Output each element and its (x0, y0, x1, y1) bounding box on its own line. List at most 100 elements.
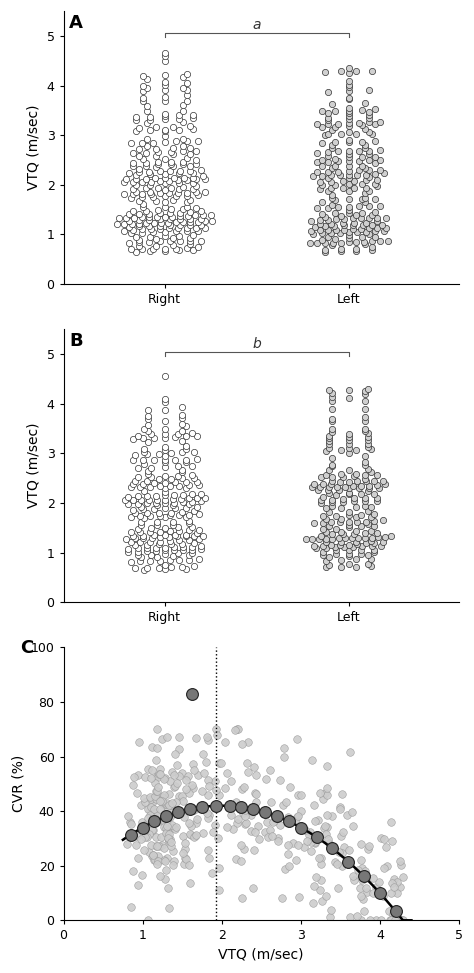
Point (294, 838, 301, 853)
Point (143, 488, 150, 504)
Point (175, 730, 182, 745)
Point (329, 234, 337, 250)
Point (150, 527, 158, 543)
Point (190, 169, 197, 185)
Point (170, 820, 177, 836)
Point (191, 535, 198, 551)
Point (190, 111, 197, 126)
Point (166, 774, 173, 789)
Point (358, 205, 365, 221)
Point (387, 885, 394, 901)
Point (187, 818, 195, 834)
Point (150, 225, 157, 240)
Point (204, 733, 212, 748)
Point (309, 480, 316, 495)
Point (144, 761, 152, 776)
Point (397, 857, 404, 873)
Point (186, 192, 194, 207)
Point (201, 213, 209, 229)
Point (345, 382, 352, 398)
Point (167, 839, 175, 854)
Point (169, 119, 177, 134)
Point (241, 803, 248, 818)
Point (197, 203, 205, 219)
Point (195, 223, 202, 238)
Point (365, 432, 372, 448)
Point (134, 547, 141, 562)
Point (278, 890, 286, 906)
Point (168, 817, 175, 833)
Point (182, 418, 190, 434)
Point (146, 209, 153, 225)
Point (352, 523, 360, 539)
Point (268, 828, 276, 844)
Point (131, 530, 139, 546)
Point (264, 830, 272, 846)
Point (120, 223, 128, 238)
Point (131, 560, 139, 576)
Point (240, 779, 248, 795)
Point (153, 856, 161, 872)
Point (161, 540, 168, 556)
Point (130, 769, 137, 784)
Point (328, 122, 336, 137)
Point (183, 82, 191, 97)
Point (349, 222, 356, 237)
Point (161, 810, 169, 825)
Point (337, 553, 345, 568)
Point (204, 843, 212, 858)
Point (186, 235, 194, 251)
Point (341, 530, 349, 546)
Point (229, 821, 237, 837)
Point (143, 541, 150, 557)
Point (161, 46, 168, 61)
Point (327, 167, 335, 183)
Point (183, 88, 191, 103)
Point (175, 741, 182, 757)
Point (388, 875, 396, 890)
Point (130, 203, 137, 219)
Point (324, 144, 332, 160)
Point (251, 785, 258, 801)
Point (358, 861, 365, 877)
Point (187, 826, 194, 842)
Point (150, 135, 157, 151)
Point (134, 785, 141, 801)
Point (390, 871, 398, 886)
Point (160, 772, 167, 787)
Point (130, 181, 137, 197)
Point (146, 479, 154, 494)
Point (161, 243, 168, 259)
Point (380, 832, 388, 847)
Point (244, 734, 251, 749)
Point (302, 531, 310, 547)
Point (134, 495, 141, 511)
Point (212, 722, 219, 738)
Point (138, 190, 146, 205)
Point (325, 518, 333, 533)
Point (156, 762, 164, 777)
Point (208, 866, 215, 882)
Point (371, 149, 379, 164)
Point (190, 227, 197, 242)
Point (319, 178, 326, 194)
Point (361, 420, 368, 436)
Point (370, 885, 377, 901)
Point (358, 117, 365, 132)
Point (362, 474, 369, 489)
Point (161, 224, 168, 239)
Point (368, 234, 376, 249)
Point (193, 525, 201, 541)
Point (169, 548, 176, 563)
Point (198, 783, 205, 799)
Point (231, 723, 239, 739)
Point (188, 486, 196, 502)
Point (186, 118, 194, 133)
Point (197, 217, 205, 233)
Point (166, 523, 173, 539)
Point (197, 486, 205, 502)
Point (161, 189, 168, 204)
Point (361, 401, 368, 416)
Point (125, 489, 132, 505)
Point (387, 814, 395, 830)
